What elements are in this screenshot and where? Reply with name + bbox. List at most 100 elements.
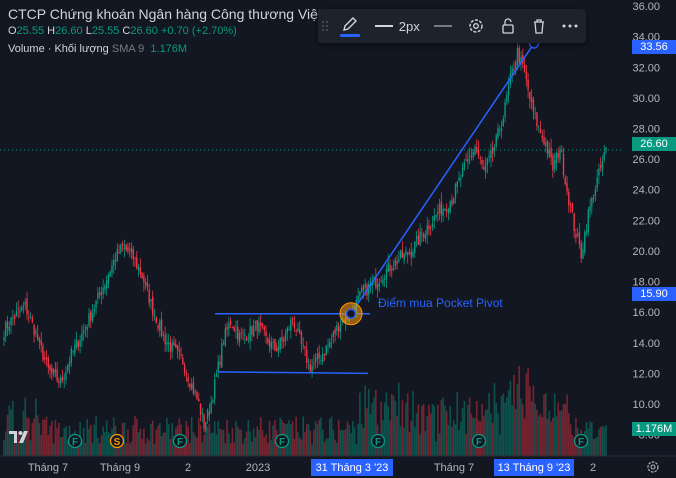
trash-icon — [534, 19, 545, 34]
volume-bar — [460, 421, 462, 456]
financials-marker[interactable]: F — [274, 433, 290, 449]
candle-body — [336, 325, 338, 332]
marker-label: F — [476, 437, 482, 448]
more-button[interactable] — [555, 9, 586, 43]
candle-body — [497, 128, 499, 138]
volume-bar — [601, 426, 604, 456]
volume-bar — [45, 416, 48, 456]
split-marker[interactable]: S — [109, 433, 125, 449]
volume-bar — [475, 400, 478, 456]
candle-body — [130, 247, 133, 253]
volume-bar — [564, 403, 567, 456]
volume-bar — [97, 437, 99, 456]
volume-bar — [123, 422, 126, 456]
volume-bar — [385, 392, 388, 456]
volume-bar — [128, 443, 131, 456]
candle-body — [42, 345, 44, 360]
candle-body — [187, 377, 189, 382]
candle-body — [238, 332, 241, 343]
volume-legend[interactable]: Volume · Khối lượng SMA 9 1.176M — [8, 43, 187, 55]
candle-body — [323, 353, 326, 356]
candle-body — [311, 365, 313, 374]
candle-body — [19, 310, 21, 313]
candle-body — [251, 326, 253, 335]
base-lower-line[interactable] — [217, 371, 369, 375]
time-axis[interactable]: Tháng 7 Tháng 9 2 2023 31 Tháng 3 '23 Tháng 7… — [0, 455, 676, 476]
line-style-button[interactable] — [426, 9, 461, 43]
candle-body — [47, 358, 49, 368]
lock-button[interactable] — [492, 9, 523, 43]
candle-body — [500, 128, 503, 132]
volume-bar — [148, 440, 150, 456]
candle-body — [605, 147, 607, 152]
volume-bar — [518, 366, 521, 456]
pivot-annotation[interactable]: Điểm mua Pocket Pivot — [378, 296, 503, 310]
delete-button[interactable] — [523, 9, 554, 43]
volume-bar — [314, 420, 317, 456]
candle-body — [380, 281, 382, 282]
candle-body — [90, 311, 92, 321]
volume-bar — [36, 415, 39, 456]
volume-bar — [546, 418, 549, 456]
trend-start-handle[interactable] — [345, 308, 357, 319]
candle-body — [44, 357, 46, 360]
volume-bar — [258, 429, 260, 456]
financials-marker[interactable]: F — [67, 433, 83, 449]
candle-body — [511, 68, 513, 75]
trend-line[interactable] — [350, 43, 535, 315]
candle-body — [318, 352, 320, 359]
candle-body — [322, 353, 324, 362]
financials-marker[interactable]: F — [573, 433, 589, 449]
volume-bar — [236, 426, 239, 456]
financials-marker[interactable]: F — [471, 433, 487, 449]
volume-bar — [529, 386, 531, 456]
candle-body — [111, 265, 113, 273]
candle-body — [437, 212, 439, 214]
candle-body — [468, 156, 471, 157]
candle-body — [304, 346, 306, 349]
volume-bar — [394, 400, 397, 456]
color-button[interactable] — [332, 9, 369, 43]
volume-bar — [454, 424, 457, 456]
price-axis[interactable]: 36.0034.0032.0030.0028.0026.0024.0022.00… — [632, 1, 660, 441]
candle-body — [33, 324, 35, 336]
volume-bar — [543, 394, 545, 456]
candle-body — [56, 369, 58, 381]
volume-bar — [256, 426, 258, 456]
volume-bar — [481, 403, 483, 456]
drawings[interactable] — [215, 38, 540, 375]
candle-body — [566, 182, 568, 192]
candle-body — [261, 323, 264, 327]
volume-bar — [89, 424, 92, 456]
volume-bar — [65, 426, 67, 456]
volume-bar — [12, 400, 14, 456]
candle-body — [445, 209, 448, 212]
line-width-button[interactable]: 2px — [369, 9, 426, 43]
volume-bar — [217, 420, 220, 456]
volume-bar — [401, 400, 404, 456]
drag-handle-icon[interactable] — [318, 9, 332, 43]
volume-bar — [171, 423, 174, 456]
volume-bar — [150, 423, 152, 456]
volume-bar — [344, 428, 347, 456]
candle-body — [564, 177, 566, 185]
candle-body — [228, 323, 230, 329]
candle-body — [555, 152, 558, 164]
settings-button[interactable] — [461, 9, 492, 43]
candle-body — [120, 245, 122, 253]
candle-body — [74, 344, 76, 354]
tradingview-logo[interactable] — [8, 428, 34, 446]
volume-bar — [334, 439, 336, 456]
candle-body — [58, 381, 60, 384]
candle-body — [504, 101, 506, 117]
chart-settings-icon[interactable] — [646, 460, 660, 474]
candle-body — [159, 320, 161, 331]
candle-body — [444, 208, 446, 211]
financials-marker[interactable]: F — [370, 433, 386, 449]
symbol-title[interactable]: CTCP Chứng khoán Ngân hàng Công thương V… — [8, 6, 322, 22]
financials-marker[interactable]: F — [172, 433, 188, 449]
volume-bar — [42, 419, 44, 456]
volume-bar — [135, 419, 138, 456]
